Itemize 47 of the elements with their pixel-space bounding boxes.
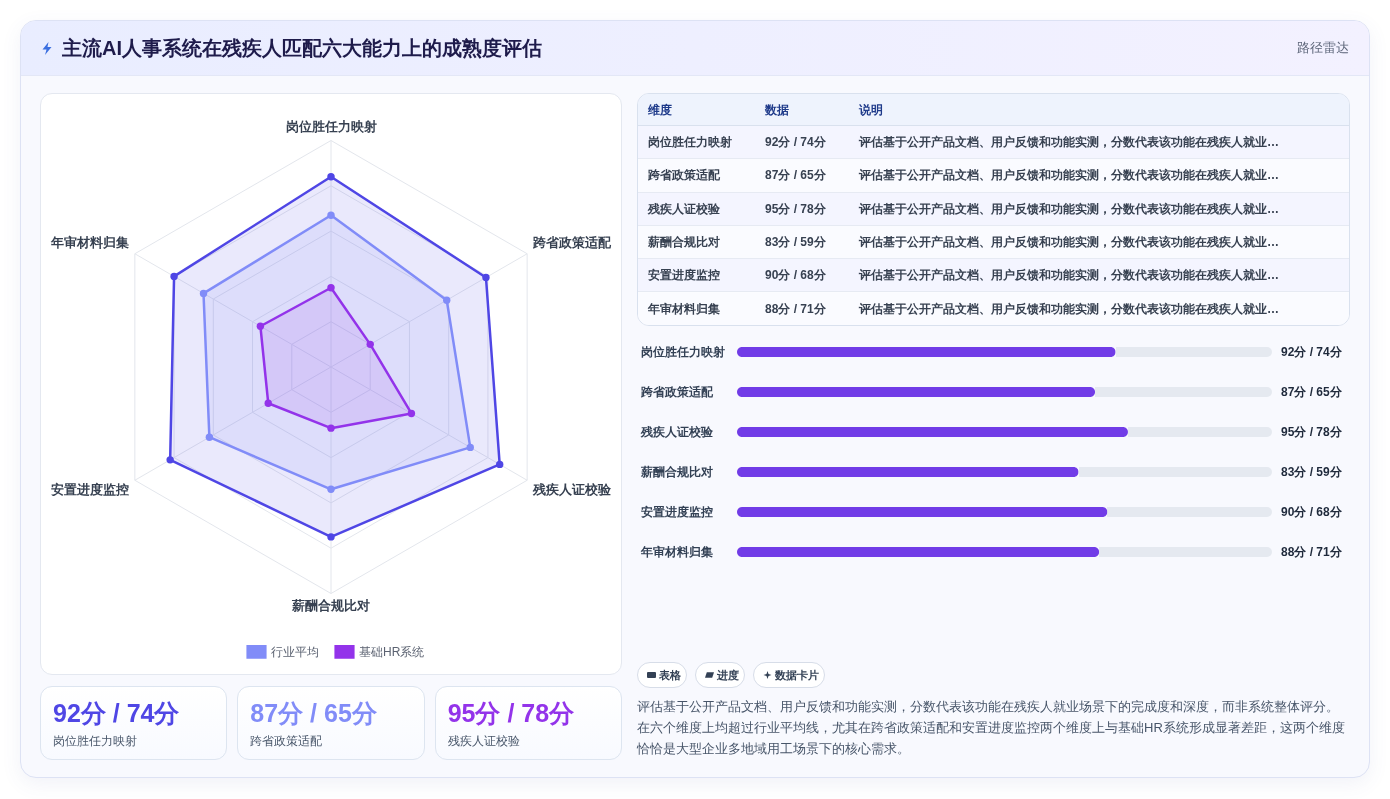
spoke-label: 薪酬合规比对 bbox=[291, 598, 370, 614]
text: 说明 bbox=[859, 102, 883, 118]
category-label: 岗位胜任力映射 bbox=[53, 733, 137, 749]
y-tick-label: 薪酬合规比对 bbox=[639, 465, 713, 479]
data-label: 87分 / 65分 bbox=[1281, 385, 1343, 399]
tab-chip: 进度 bbox=[695, 662, 745, 688]
spoke-label: 岗位胜任力映射 bbox=[285, 118, 377, 134]
text: 95分 / 78分 bbox=[765, 201, 826, 216]
spoke-label: 跨省政策适配 bbox=[532, 235, 613, 251]
text: 评估基于公开产品文档、用户反馈和功能实测，分数代表该功能在残疾人就业… bbox=[859, 200, 1279, 217]
data-label: 88分 / 71分 bbox=[1281, 545, 1343, 559]
stat-card: 87分 / 65分 跨省政策适配 bbox=[237, 686, 425, 760]
text: 87分 / 65分 bbox=[765, 168, 826, 183]
text: 评估基于公开产品文档、用户反馈和功能实测，分数代表该功能在残疾人就业… bbox=[859, 233, 1279, 250]
text: 维度 bbox=[648, 102, 672, 118]
legend-label: 基础HR系统 bbox=[359, 644, 425, 659]
y-tick-label: 年审材料归集 bbox=[639, 545, 713, 559]
y-tick-label: 残疾人证校验 bbox=[639, 425, 714, 439]
text: 数据 bbox=[765, 102, 789, 118]
category-label: 跨省政策适配 bbox=[250, 733, 323, 749]
tab-chip: 表格 bbox=[637, 662, 687, 688]
text: 评估基于公开产品文档、用户反馈和功能实测，分数代表该功能在残疾人就业… bbox=[859, 267, 1279, 284]
y-tick-label: 安置进度监控 bbox=[640, 505, 713, 519]
text: 评估基于公开产品文档、用户反馈和功能实测，分数代表该功能在残疾人就业场景下的完成度和深度，而非系统整体评分。在六个维度上均超过行业平均线，尤其在跨省政策适配和安置进度监控两个维度上与基础HR系统形成显著差距，这两个维度恰恰是大型企业多地域用工场景下的核心需求。 bbox=[637, 698, 1346, 758]
stat-card: 92分 / 74分 岗位胜任力映射 bbox=[40, 686, 228, 760]
data-label: 90分 / 68分 bbox=[1281, 505, 1343, 519]
text: 83分 / 59分 bbox=[765, 234, 826, 249]
spoke-label: 年审材料归集 bbox=[49, 235, 129, 251]
text: 评估基于公开产品文档、用户反馈和功能实测，分数代表该功能在残疾人就业… bbox=[859, 167, 1279, 184]
legend-label: 行业平均 bbox=[271, 644, 319, 659]
text: 主流AI人事系统在残疾人匹配六大能力上的成熟度评估 bbox=[62, 36, 542, 61]
text: 评估基于公开产品文档、用户反馈和功能实测，分数代表该功能在残疾人就业… bbox=[859, 300, 1279, 317]
stat-card: 95分 / 78分 残疾人证校验 bbox=[434, 686, 622, 760]
spoke-label: 残疾人证校验 bbox=[532, 481, 613, 497]
y-tick-label: 岗位胜任力映射 bbox=[640, 345, 725, 359]
text: 评估基于公开产品文档、用户反馈和功能实测，分数代表该功能在残疾人就业… bbox=[859, 134, 1279, 150]
category-label: 残疾人证校验 bbox=[447, 733, 520, 749]
y-tick-label: 跨省政策适配 bbox=[639, 385, 714, 399]
spoke-label: 安置进度监控 bbox=[50, 481, 129, 497]
data-label: 95分 / 78分 bbox=[1281, 425, 1343, 439]
text: 路径雷达 bbox=[1297, 39, 1349, 57]
text: 90分 / 68分 bbox=[765, 268, 826, 283]
text: 92分 / 74分 bbox=[765, 135, 826, 149]
data-label: 83分 / 59分 bbox=[1281, 465, 1343, 479]
tab-chip: 数据卡片 bbox=[753, 662, 825, 688]
text: 88分 / 71分 bbox=[765, 301, 826, 316]
data-label: 92分 / 74分 bbox=[1281, 345, 1343, 359]
